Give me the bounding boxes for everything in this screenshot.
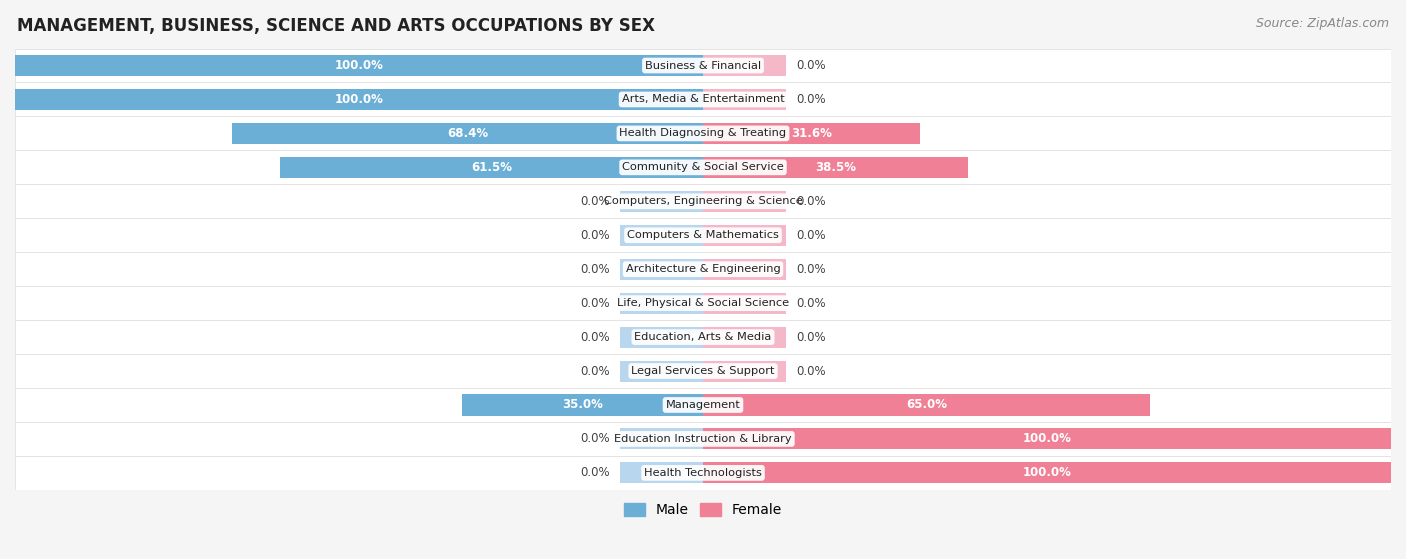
Bar	[15, 89, 703, 110]
Text: MANAGEMENT, BUSINESS, SCIENCE AND ARTS OCCUPATIONS BY SEX: MANAGEMENT, BUSINESS, SCIENCE AND ARTS O…	[17, 17, 655, 35]
Text: 100.0%: 100.0%	[335, 59, 384, 72]
Bar	[15, 83, 1391, 116]
Text: 100.0%: 100.0%	[335, 93, 384, 106]
Text: 61.5%: 61.5%	[471, 161, 512, 174]
Text: Education Instruction & Library: Education Instruction & Library	[614, 434, 792, 444]
Text: 0.0%: 0.0%	[581, 433, 610, 446]
Text: 0.0%: 0.0%	[796, 263, 825, 276]
Text: 0.0%: 0.0%	[581, 263, 610, 276]
Text: 35.0%: 35.0%	[562, 399, 603, 411]
Text: Arts, Media & Entertainment: Arts, Media & Entertainment	[621, 94, 785, 105]
Text: 0.0%: 0.0%	[796, 364, 825, 377]
Bar	[15, 150, 1391, 184]
Text: Health Diagnosing & Treating: Health Diagnosing & Treating	[620, 129, 786, 139]
Text: Management: Management	[665, 400, 741, 410]
Text: 0.0%: 0.0%	[796, 330, 825, 344]
Bar	[15, 184, 1391, 218]
Bar	[703, 89, 786, 110]
Bar	[15, 286, 1391, 320]
Bar	[703, 428, 1391, 449]
Bar	[15, 55, 703, 76]
Bar	[703, 191, 786, 212]
Text: Business & Financial: Business & Financial	[645, 60, 761, 70]
Text: 38.5%: 38.5%	[815, 161, 856, 174]
Text: 0.0%: 0.0%	[581, 466, 610, 480]
Text: 0.0%: 0.0%	[581, 364, 610, 377]
Bar	[620, 292, 703, 314]
Bar	[15, 456, 1391, 490]
Bar	[15, 252, 1391, 286]
Text: Computers, Engineering & Science: Computers, Engineering & Science	[603, 196, 803, 206]
Text: 0.0%: 0.0%	[796, 93, 825, 106]
Text: 0.0%: 0.0%	[796, 229, 825, 241]
Text: 0.0%: 0.0%	[581, 297, 610, 310]
Bar	[620, 326, 703, 348]
Bar	[620, 361, 703, 382]
Bar	[620, 462, 703, 484]
Bar	[15, 55, 703, 76]
Text: 31.6%: 31.6%	[792, 127, 832, 140]
Text: Computers & Mathematics: Computers & Mathematics	[627, 230, 779, 240]
Bar	[15, 116, 1391, 150]
Bar	[232, 123, 703, 144]
Bar	[703, 395, 1150, 415]
Text: 0.0%: 0.0%	[796, 297, 825, 310]
Legend: Male, Female: Male, Female	[619, 498, 787, 523]
Bar	[703, 225, 786, 246]
Bar	[620, 259, 703, 280]
Text: 0.0%: 0.0%	[796, 59, 825, 72]
Bar	[15, 354, 1391, 388]
Bar	[15, 388, 1391, 422]
Bar	[15, 89, 703, 110]
Bar	[15, 49, 1391, 83]
Bar	[15, 218, 1391, 252]
Bar	[703, 123, 921, 144]
Bar	[703, 123, 921, 144]
Text: 65.0%: 65.0%	[905, 399, 948, 411]
Text: Life, Physical & Social Science: Life, Physical & Social Science	[617, 298, 789, 308]
Bar	[280, 157, 703, 178]
Text: 68.4%: 68.4%	[447, 127, 488, 140]
Bar	[463, 395, 703, 415]
Bar	[703, 157, 967, 178]
Text: 0.0%: 0.0%	[581, 195, 610, 208]
Bar	[703, 428, 1391, 449]
Bar	[620, 428, 703, 449]
Bar	[232, 123, 703, 144]
Bar	[620, 225, 703, 246]
Bar	[703, 395, 1150, 415]
Text: 0.0%: 0.0%	[581, 229, 610, 241]
Bar	[15, 422, 1391, 456]
Bar	[15, 320, 1391, 354]
Text: Architecture & Engineering: Architecture & Engineering	[626, 264, 780, 274]
Text: 0.0%: 0.0%	[796, 195, 825, 208]
Bar	[703, 326, 786, 348]
Bar	[703, 259, 786, 280]
Text: 0.0%: 0.0%	[581, 330, 610, 344]
Text: Community & Social Service: Community & Social Service	[621, 162, 785, 172]
Bar	[703, 292, 786, 314]
Bar	[703, 462, 1391, 484]
Bar	[703, 361, 786, 382]
Text: Health Technologists: Health Technologists	[644, 468, 762, 478]
Text: 100.0%: 100.0%	[1022, 466, 1071, 480]
Text: 100.0%: 100.0%	[1022, 433, 1071, 446]
Bar	[703, 157, 967, 178]
Text: Legal Services & Support: Legal Services & Support	[631, 366, 775, 376]
Text: Education, Arts & Media: Education, Arts & Media	[634, 332, 772, 342]
Bar	[703, 55, 786, 76]
Bar	[463, 395, 703, 415]
Bar	[280, 157, 703, 178]
Bar	[620, 191, 703, 212]
Text: Source: ZipAtlas.com: Source: ZipAtlas.com	[1256, 17, 1389, 30]
Bar	[703, 462, 1391, 484]
